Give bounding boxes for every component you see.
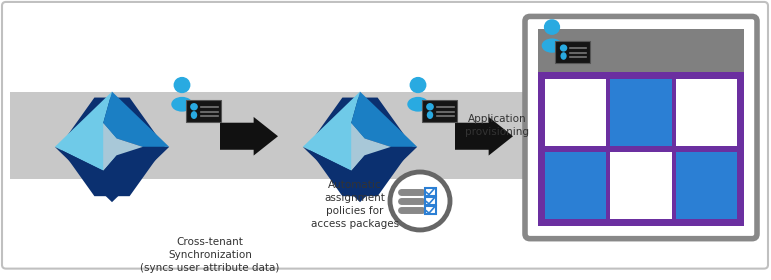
Polygon shape <box>55 92 116 171</box>
Polygon shape <box>352 123 391 171</box>
Circle shape <box>560 45 567 52</box>
Bar <box>425 188 436 196</box>
Ellipse shape <box>542 38 562 53</box>
Polygon shape <box>55 147 169 202</box>
Bar <box>425 206 436 214</box>
Polygon shape <box>103 92 169 147</box>
Ellipse shape <box>407 97 429 112</box>
Polygon shape <box>303 147 417 202</box>
Bar <box>675 79 737 146</box>
Polygon shape <box>303 92 365 171</box>
Bar <box>545 152 606 219</box>
Bar <box>425 197 436 205</box>
Text: Application
provisioning: Application provisioning <box>465 114 529 137</box>
Ellipse shape <box>427 111 433 119</box>
Circle shape <box>173 77 190 93</box>
Bar <box>538 29 744 72</box>
Polygon shape <box>59 97 165 196</box>
Polygon shape <box>352 92 417 147</box>
Polygon shape <box>220 117 278 156</box>
Bar <box>611 152 672 219</box>
Circle shape <box>409 77 426 93</box>
Bar <box>10 92 635 179</box>
Circle shape <box>426 103 434 111</box>
FancyBboxPatch shape <box>422 100 457 122</box>
Bar <box>545 79 606 146</box>
Circle shape <box>544 19 560 35</box>
FancyBboxPatch shape <box>555 41 590 63</box>
Polygon shape <box>103 123 143 171</box>
Ellipse shape <box>561 52 567 60</box>
Bar <box>538 72 744 226</box>
FancyBboxPatch shape <box>525 17 757 239</box>
Text: Cross-tenant
Synchronization
(syncs user attribute data): Cross-tenant Synchronization (syncs user… <box>140 237 280 273</box>
Circle shape <box>190 103 198 111</box>
Circle shape <box>390 172 450 230</box>
FancyBboxPatch shape <box>186 100 221 122</box>
Polygon shape <box>307 97 412 196</box>
Text: Automatic
assignment
policies for
access packages: Automatic assignment policies for access… <box>311 180 399 229</box>
Ellipse shape <box>171 97 193 112</box>
Bar <box>611 79 672 146</box>
Ellipse shape <box>190 111 197 119</box>
FancyBboxPatch shape <box>2 2 768 269</box>
Bar <box>675 152 737 219</box>
Polygon shape <box>455 117 513 156</box>
Bar <box>12 101 627 171</box>
